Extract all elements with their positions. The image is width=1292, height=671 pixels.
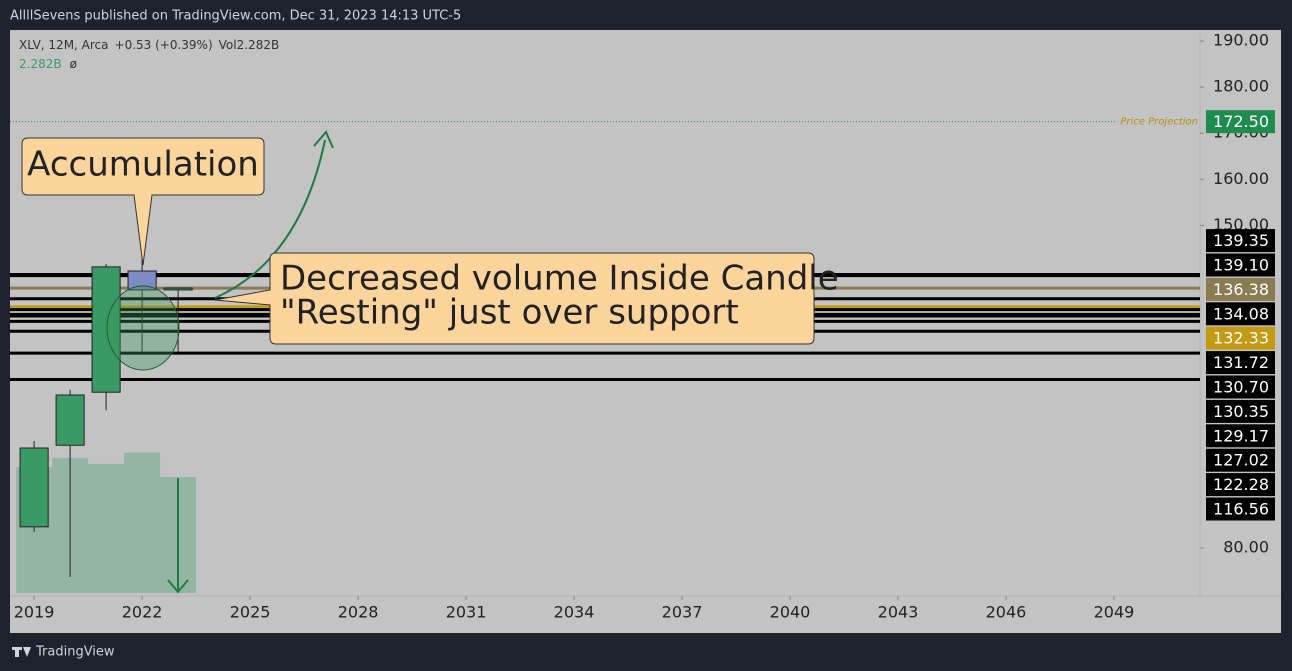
axis-layer: 190.00180.00170.00160.00150.0080.0020192… <box>14 31 1275 622</box>
x-tick-label: 2043 <box>878 603 919 622</box>
legend-symbol: XLV, 12M, Arca <box>19 38 109 52</box>
up-arrow-head <box>313 130 334 149</box>
candle-body <box>19 447 49 528</box>
legend-vol: 2.282B <box>19 57 62 71</box>
callout-text: Decreased volume Inside Candle <box>280 259 839 299</box>
legend-line: 2.282B ø <box>19 57 77 71</box>
highlight-ellipse <box>106 285 180 371</box>
price-label: 127.02 <box>1213 451 1269 470</box>
y-tick-label: 180.00 <box>1213 77 1269 96</box>
footer-brand: TradingView <box>35 645 115 660</box>
price-label-box <box>1206 302 1275 326</box>
price-label-box <box>1206 399 1275 423</box>
price-label: 129.17 <box>1213 426 1269 445</box>
up-arrow <box>214 139 326 299</box>
projection-name: Price Projection <box>1120 117 1198 128</box>
price-label-box <box>1206 110 1275 134</box>
candle-layer <box>19 258 193 578</box>
legend-vol-value: 2.282B <box>237 38 280 52</box>
price-label-box <box>1206 375 1275 399</box>
price-label-box <box>1206 326 1275 350</box>
price-label-box <box>1206 497 1275 521</box>
x-tick-label: 2046 <box>986 603 1027 622</box>
legend-vol-name: Vol <box>219 38 237 52</box>
y-tick-label: 80.00 <box>1223 538 1269 557</box>
price-label: 136.38 <box>1213 280 1269 299</box>
y-tick-label: 160.00 <box>1213 169 1269 188</box>
legend-line: XLV, 12M, Arca +0.53 (+0.39%) Vol2.282B <box>19 38 279 52</box>
callout-text: "Resting" just over support <box>280 293 739 333</box>
candle-body <box>163 287 193 291</box>
price-label: 131.72 <box>1213 353 1269 372</box>
logo <box>12 647 31 657</box>
legend-mark: ø <box>70 57 77 71</box>
header-title: AllllSevens published on TradingView.com… <box>10 9 461 24</box>
candle-body <box>91 266 121 393</box>
candle-body <box>55 394 85 446</box>
price-label: 116.56 <box>1213 500 1269 519</box>
x-tick-label: 2025 <box>230 603 271 622</box>
x-tick-label: 2028 <box>338 603 379 622</box>
x-tick-label: 2049 <box>1094 603 1135 622</box>
callout-box <box>214 252 815 345</box>
price-label-box <box>1206 448 1275 472</box>
price-label-box <box>1206 253 1275 277</box>
price-label-box <box>1206 473 1275 497</box>
legend-change: +0.53 (+0.39%) <box>115 38 213 52</box>
x-tick-label: 2037 <box>662 603 703 622</box>
callout-text: Accumulation <box>27 145 259 185</box>
price-label: 122.28 <box>1213 475 1269 494</box>
price-label: 134.08 <box>1213 304 1269 323</box>
price-label-box <box>1206 351 1275 375</box>
x-tick-label: 2034 <box>554 603 595 622</box>
price-label-box <box>1206 229 1275 253</box>
price-label: 132.33 <box>1213 329 1269 348</box>
price-label-box <box>1206 277 1275 301</box>
callout-box <box>21 137 265 266</box>
down-arrow-head <box>167 579 189 594</box>
price-label: 130.35 <box>1213 402 1269 421</box>
price-label: 139.35 <box>1213 231 1269 250</box>
volume-bar <box>124 452 161 593</box>
price-label-box <box>1206 424 1275 448</box>
x-tick-label: 2019 <box>14 603 55 622</box>
x-tick-label: 2031 <box>446 603 487 622</box>
price-label: 172.50 <box>1213 112 1269 131</box>
volume-bar <box>88 463 125 593</box>
x-tick-label: 2022 <box>122 603 163 622</box>
candle-body <box>127 270 157 291</box>
price-label: 139.10 <box>1213 256 1269 275</box>
x-tick-label: 2040 <box>770 603 811 622</box>
y-tick-label: 190.00 <box>1213 31 1269 50</box>
price-label: 130.70 <box>1213 378 1269 397</box>
